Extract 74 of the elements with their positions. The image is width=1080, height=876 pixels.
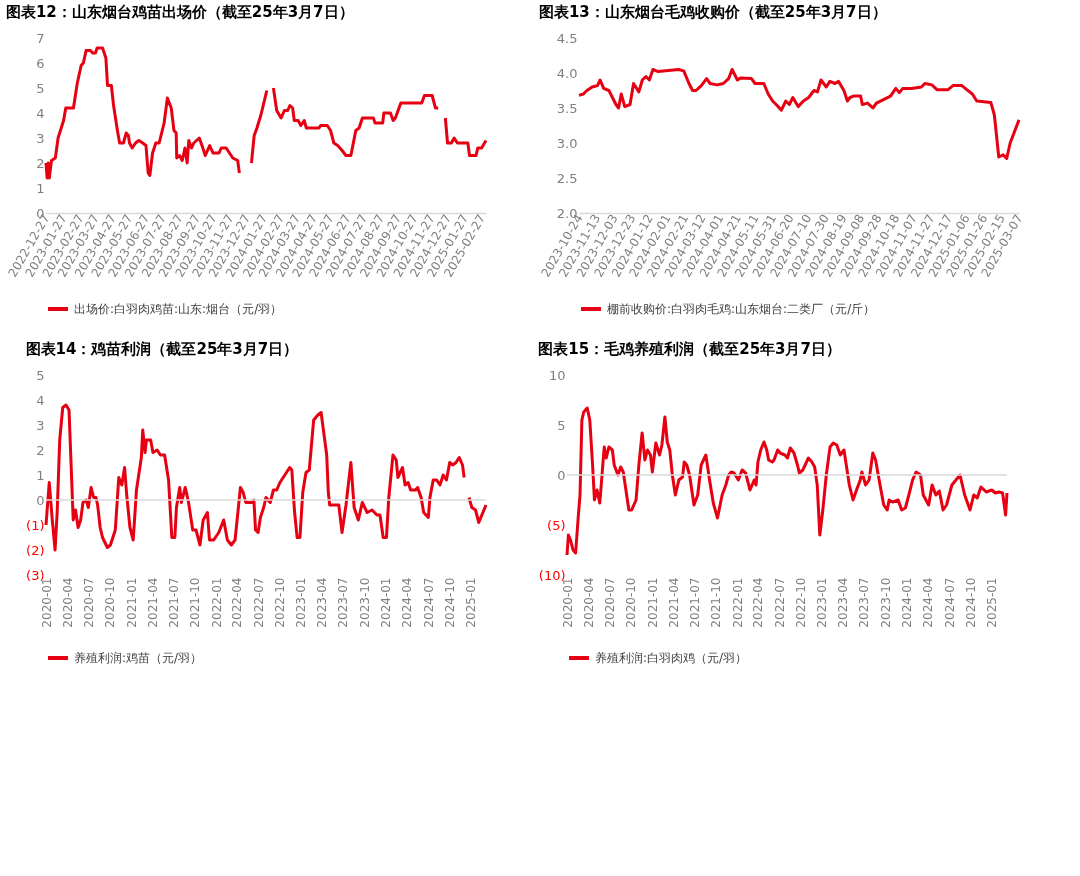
y-tick-label: (1) [26, 517, 45, 533]
x-tick-label: 2022-10 [793, 577, 808, 628]
x-tick-label: 2024-10 [442, 577, 457, 628]
legend-label: 养殖利润:白羽肉鸡（元/羽） [595, 651, 748, 665]
y-tick-label: 3.5 [556, 100, 578, 116]
y-tick-label: 2.5 [556, 170, 578, 186]
x-tick-label: 2024-04 [400, 577, 415, 628]
y-tick-label: 5 [36, 367, 45, 383]
chart-title: 图表15：毛鸡养殖利润（截至25年3月7日） [538, 340, 841, 358]
x-tick-label: 2021-10 [709, 577, 724, 628]
x-tick-label: 2024-01 [379, 577, 394, 628]
x-tick-label: 2023-01 [294, 577, 309, 628]
y-tick-label: 3.0 [556, 135, 578, 151]
y-tick-label: 3 [36, 417, 45, 433]
y-tick-label: 7 [36, 30, 45, 46]
x-tick-label: 2024-04 [921, 577, 936, 628]
x-tick-label: 2024-07 [942, 577, 957, 628]
x-tick-label: 2023-07 [336, 577, 351, 628]
x-tick-label: 2022-07 [251, 577, 266, 628]
chart-title: 图表12：山东烟台鸡苗出场价（截至25年3月7日） [5, 3, 354, 21]
y-tick-label: 5 [36, 80, 45, 96]
legend-label: 棚前收购价:白羽肉毛鸡:山东烟台:二类厂（元/斤） [607, 302, 876, 316]
y-tick-label: 2 [36, 155, 45, 171]
y-tick-label: 4 [36, 392, 45, 408]
legend-label: 养殖利润:鸡苗（元/羽） [74, 651, 203, 665]
y-tick-label: 0 [557, 467, 566, 483]
y-tick-label: 4.5 [556, 30, 578, 46]
y-tick-label: 3 [36, 130, 45, 146]
x-tick-label: 2020-10 [624, 577, 639, 628]
x-tick-label: 2021-04 [145, 577, 160, 628]
x-tick-label: 2024-07 [421, 577, 436, 628]
x-tick-label: 2021-01 [124, 577, 139, 628]
x-tick-label: 2022-04 [230, 577, 245, 628]
x-tick-label: 2020-10 [103, 577, 118, 628]
x-tick-label: 2020-07 [602, 577, 617, 628]
x-tick-label: 2022-10 [272, 577, 287, 628]
y-tick-label: (5) [547, 517, 566, 533]
y-tick-label: 4.0 [556, 65, 578, 81]
x-tick-label: 2020-04 [60, 577, 75, 628]
y-tick-label: 10 [548, 367, 566, 383]
line-series [565, 406, 1009, 557]
legend-label: 出场价:白羽肉鸡苗:山东:烟台（元/羽） [74, 302, 283, 316]
x-tick-label: 2023-01 [815, 577, 830, 628]
x-tick-label: 2025-01 [464, 577, 479, 628]
y-tick-label: 4 [36, 105, 45, 121]
chart-title: 图表14：鸡苗利润（截至25年3月7日） [25, 340, 299, 358]
x-tick-label: 2021-10 [188, 577, 203, 628]
x-tick-label: 2022-01 [730, 577, 745, 628]
y-tick-label: (2) [26, 542, 45, 558]
x-tick-label: 2020-04 [581, 577, 596, 628]
chart-title: 图表13：山东烟台毛鸡收购价（截至25年3月7日） [538, 3, 887, 21]
x-tick-label: 2020-07 [81, 577, 96, 628]
x-tick-label: 2021-04 [666, 577, 681, 628]
x-tick-label: 2023-04 [836, 577, 851, 628]
y-tick-label: 2 [36, 442, 45, 458]
y-tick-label: 6 [36, 55, 45, 71]
x-tick-label: 2021-07 [166, 577, 181, 628]
x-tick-label: 2024-01 [900, 577, 915, 628]
y-tick-label: 5 [557, 417, 566, 433]
x-tick-label: 2022-01 [209, 577, 224, 628]
x-tick-label: 2023-10 [878, 577, 893, 628]
x-tick-label: 2023-04 [315, 577, 330, 628]
x-tick-label: 2022-07 [772, 577, 787, 628]
y-tick-label: 1 [36, 467, 45, 483]
x-tick-label: 2022-04 [751, 577, 766, 628]
line-series [577, 68, 1021, 160]
y-tick-label: 0 [36, 492, 45, 508]
y-tick-label: 1 [36, 180, 45, 196]
x-tick-label: 2023-10 [357, 577, 372, 628]
x-tick-label: 2021-01 [645, 577, 660, 628]
x-tick-label: 2024-10 [963, 577, 978, 628]
x-tick-label: 2021-07 [687, 577, 702, 628]
x-tick-label: 2025-01 [985, 577, 1000, 628]
x-tick-label: 2023-07 [857, 577, 872, 628]
